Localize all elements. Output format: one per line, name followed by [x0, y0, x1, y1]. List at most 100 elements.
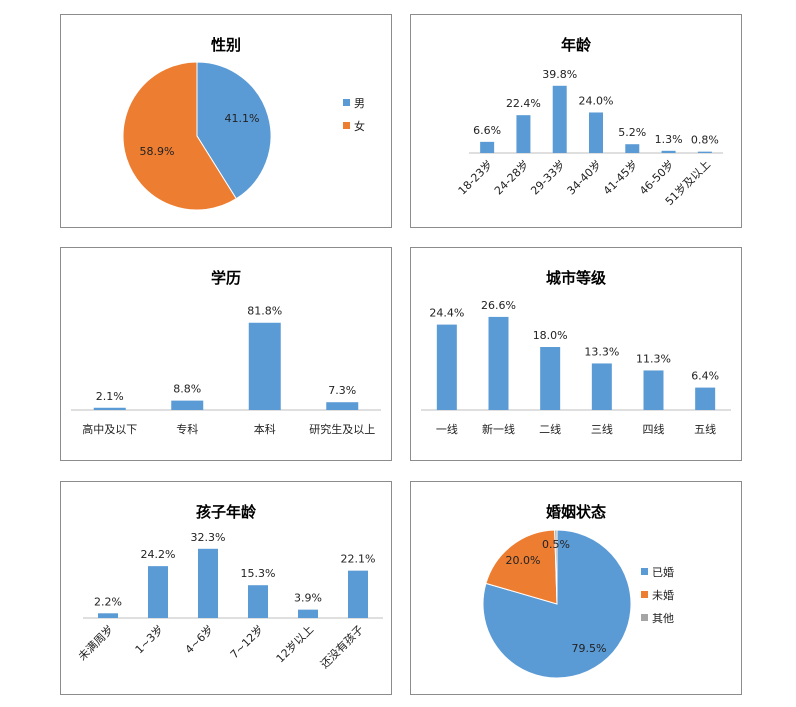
bar: [326, 402, 359, 410]
tick-label: 7~12岁: [227, 622, 266, 661]
chart-panel-age: 年龄 6.6% 18-23岁 22.4% 24-28岁 39.8% 29-33岁 24.0%…: [410, 14, 742, 228]
bar: [516, 115, 531, 153]
slice-label: 41.1%: [225, 112, 260, 125]
data-label: 8.8%: [173, 383, 201, 396]
tick-label: 29-33岁: [528, 157, 568, 197]
tick-label: 三线: [591, 422, 613, 436]
city-chart: 城市等级 24.4% 一线 26.6% 新一线 18.0% 二线 13.3% 三线 11.3% 四…: [421, 269, 731, 436]
tick-label: 还没有孩子: [317, 622, 366, 671]
tick-label: 1~3岁: [132, 622, 166, 656]
data-label: 3.9%: [294, 592, 322, 605]
education-chart: 学历 2.1% 高中及以下 8.8% 专科 81.8% 本科 7.3% 研究生及以上: [71, 269, 381, 436]
slice-label: 0.5%: [542, 538, 570, 551]
chart-title: 孩子年龄: [196, 503, 257, 521]
tick-label: 4~6岁: [182, 622, 216, 656]
legend-swatch: [641, 568, 648, 575]
bar: [98, 613, 118, 618]
tick-label: 四线: [643, 422, 665, 436]
bar: [540, 347, 561, 410]
data-label: 11.3%: [636, 352, 671, 365]
bar: [488, 316, 509, 410]
chart-panel-gender: 性别 41.1% 男 58.9% 女: [60, 14, 392, 228]
legend-label: 未婚: [652, 588, 674, 602]
marital-chart: 婚姻状态 79.5% 已婚 20.0% 未婚 0.5% 其他: [482, 503, 674, 679]
bar: [480, 141, 495, 153]
legend-swatch: [343, 122, 350, 129]
legend-label: 男: [354, 97, 365, 110]
chart-panel-child-age: 孩子年龄 2.2% 未满周岁 24.2% 1~3岁 32.3% 4~6岁 15.3% 7~12…: [60, 481, 392, 695]
tick-label: 未满周岁: [75, 622, 116, 663]
data-label: 18.0%: [533, 329, 568, 342]
bar: [661, 150, 676, 153]
bar: [93, 407, 126, 410]
tick-label: 专科: [176, 422, 198, 436]
chart-title: 学历: [211, 269, 241, 287]
pie-slice: [485, 529, 558, 605]
chart-title: 年龄: [561, 36, 592, 54]
chart-panel-education: 学历 2.1% 高中及以下 8.8% 专科 81.8% 本科 7.3% 研究生及以上: [60, 247, 392, 461]
legend-swatch: [641, 614, 648, 621]
chart-title: 婚姻状态: [546, 503, 606, 521]
pie-slice: [554, 529, 558, 605]
bar: [697, 151, 712, 153]
slice-label: 79.5%: [572, 642, 607, 655]
chart-panel-marital: 婚姻状态 79.5% 已婚 20.0% 未婚 0.5% 其他: [410, 481, 742, 695]
tick-label: 新一线: [482, 422, 515, 436]
data-label: 6.6%: [473, 124, 501, 137]
data-label: 81.8%: [247, 305, 282, 318]
data-label: 15.3%: [241, 567, 276, 580]
bar: [248, 322, 281, 410]
tick-label: 高中及以下: [82, 422, 137, 436]
tick-label: 研究生及以上: [309, 422, 375, 436]
bar: [552, 85, 567, 153]
tick-label: 五线: [694, 422, 716, 436]
legend-label: 其他: [652, 612, 674, 625]
bar: [591, 363, 612, 410]
data-label: 1.3%: [655, 133, 683, 146]
data-label: 22.1%: [341, 553, 376, 566]
slice-label: 58.9%: [140, 145, 175, 158]
bar: [695, 387, 716, 410]
chart-title: 性别: [211, 36, 241, 54]
data-label: 22.4%: [506, 97, 541, 110]
data-label: 6.4%: [691, 370, 719, 383]
data-label: 13.3%: [584, 345, 619, 358]
tick-label: 24-28岁: [491, 157, 531, 197]
tick-label: 18-23岁: [455, 157, 495, 197]
slice-label: 20.0%: [506, 554, 541, 567]
bar: [589, 112, 603, 153]
bar: [248, 585, 268, 618]
data-label: 0.8%: [691, 134, 719, 147]
legend-swatch: [641, 591, 648, 598]
tick-label: 41-45岁: [600, 157, 640, 197]
tick-label: 12岁以上: [273, 622, 316, 665]
data-label: 24.4%: [429, 307, 464, 320]
tick-label: 34-40岁: [564, 157, 604, 197]
child-age-chart: 孩子年龄 2.2% 未满周岁 24.2% 1~3岁 32.3% 4~6岁 15.3% 7~12…: [75, 503, 383, 671]
data-label: 5.2%: [618, 126, 646, 139]
bar: [348, 570, 368, 618]
data-label: 26.6%: [481, 299, 516, 312]
legend-label: 女: [354, 119, 365, 133]
data-label: 7.3%: [328, 384, 356, 397]
legend-label: 已婚: [652, 565, 674, 579]
bar: [298, 609, 318, 618]
bar: [625, 144, 640, 153]
bar: [148, 566, 168, 618]
chart-panel-city: 城市等级 24.4% 一线 26.6% 新一线 18.0% 二线 13.3% 三线 11.3% 四…: [410, 247, 742, 461]
data-label: 2.2%: [94, 595, 122, 608]
chart-title: 城市等级: [546, 269, 607, 287]
bar: [436, 324, 457, 410]
data-label: 24.0%: [579, 94, 614, 107]
pie-slice: [196, 61, 272, 200]
pie-slice: [122, 61, 237, 211]
bar: [643, 370, 664, 410]
legend-swatch: [343, 99, 350, 106]
bar: [171, 400, 204, 410]
pie-slice: [482, 529, 632, 679]
age-chart: 年龄 6.6% 18-23岁 22.4% 24-28岁 39.8% 29-33岁 24.0%…: [455, 36, 723, 208]
gender-chart: 性别 41.1% 男 58.9% 女: [122, 36, 365, 211]
bar: [198, 548, 218, 618]
tick-label: 本科: [254, 422, 276, 436]
tick-label: 二线: [539, 422, 561, 436]
